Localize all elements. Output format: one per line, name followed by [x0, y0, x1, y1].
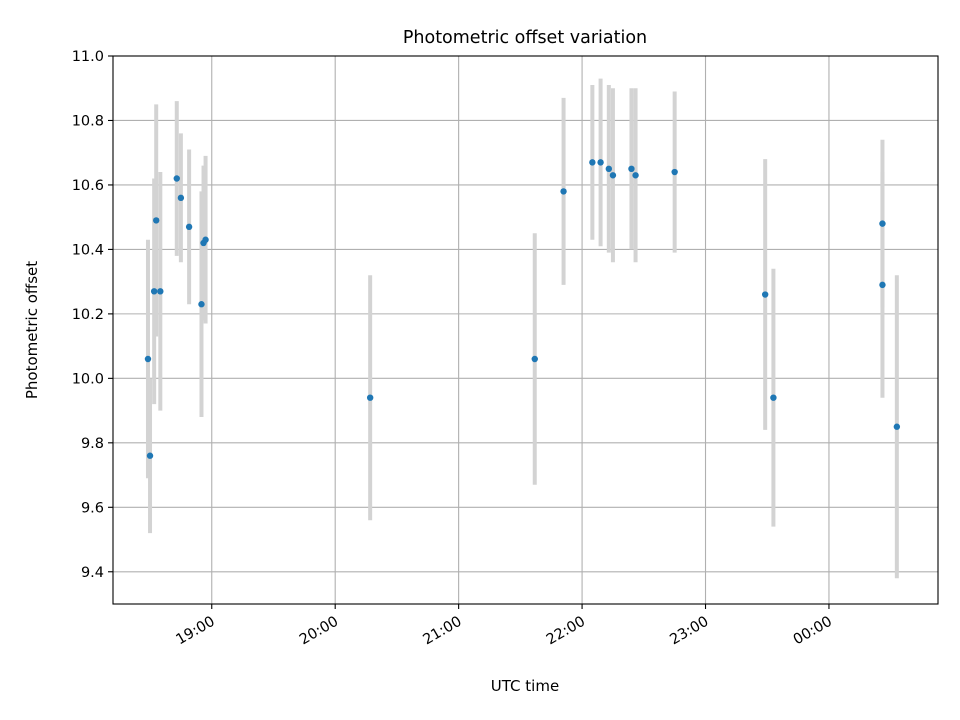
data-point: [628, 165, 635, 173]
data-point: [589, 159, 596, 166]
data-point: [185, 223, 193, 231]
data-point: [198, 301, 205, 308]
y-tick-label: 9.6: [81, 500, 104, 516]
data-point: [879, 281, 886, 289]
data-point: [531, 355, 538, 363]
y-tick-label: 10.4: [72, 242, 104, 258]
y-tick-label: 10.0: [72, 371, 104, 387]
plot-frame: [112, 55, 939, 605]
data-point: [157, 288, 164, 295]
data-point: [605, 165, 613, 173]
data-point: [173, 175, 180, 182]
grid-layer: [113, 55, 938, 604]
data-point: [770, 394, 777, 401]
y-tick-label: 11.0: [72, 49, 104, 65]
data-point: [146, 452, 154, 459]
y-tick-label: 9.4: [81, 565, 104, 581]
point-layer: [144, 159, 901, 459]
data-point: [153, 217, 160, 224]
data-point: [879, 220, 886, 227]
chart-title: Photometric offset variation: [403, 28, 647, 48]
data-point: [366, 394, 374, 401]
data-point: [609, 172, 617, 179]
data-point: [597, 159, 604, 166]
x-axis-label: UTC time: [491, 677, 559, 695]
data-point: [177, 194, 185, 202]
y-tick-label: 10.8: [72, 113, 104, 129]
data-point: [671, 168, 678, 176]
y-tick-label: 10.2: [72, 307, 104, 323]
data-point: [632, 172, 639, 179]
data-point: [761, 291, 769, 298]
data-point: [150, 288, 158, 295]
y-tick-label: 10.6: [72, 178, 104, 194]
data-point: [144, 355, 152, 363]
data-point: [202, 236, 209, 243]
y-tick-label: 9.8: [81, 436, 104, 452]
data-point: [893, 423, 901, 430]
data-point: [560, 188, 567, 195]
y-axis-label: Photometric offset: [23, 261, 41, 399]
